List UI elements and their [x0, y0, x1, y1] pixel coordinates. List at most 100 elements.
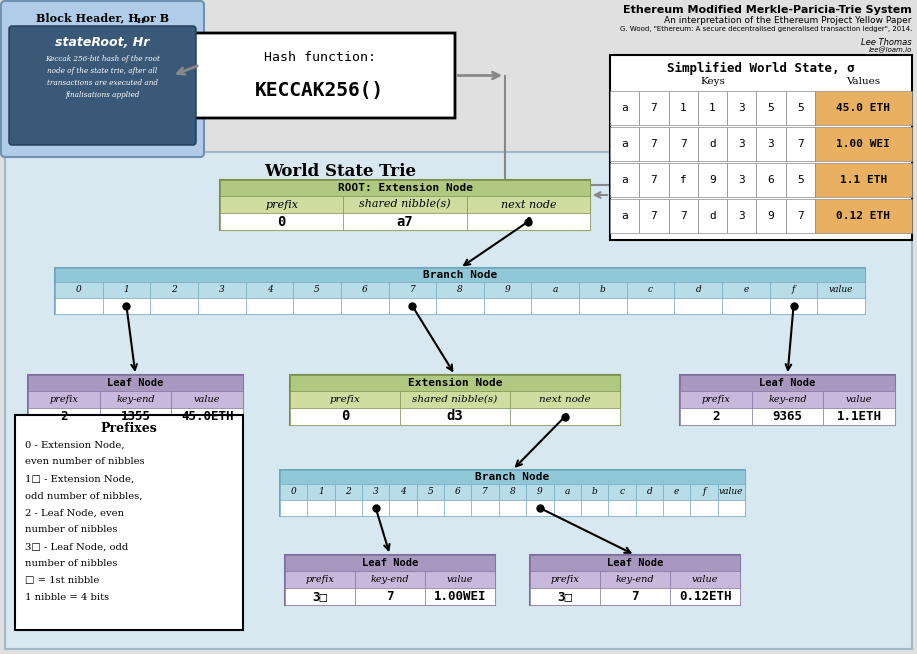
Bar — [343, 213, 467, 230]
Text: 3: 3 — [738, 139, 746, 149]
Text: 3: 3 — [373, 487, 379, 496]
Text: An interpretation of the Ethereum Project Yellow Paper: An interpretation of the Ethereum Projec… — [665, 16, 912, 25]
Text: a: a — [622, 211, 628, 221]
Bar — [198, 298, 246, 314]
Text: e: e — [743, 286, 748, 294]
Text: key-end: key-end — [615, 575, 655, 584]
Bar — [436, 282, 484, 298]
Bar — [28, 375, 243, 391]
Bar — [103, 298, 150, 314]
Bar — [823, 408, 895, 425]
Text: Hash function:: Hash function: — [264, 51, 376, 64]
Bar — [285, 571, 355, 588]
Bar — [15, 415, 243, 630]
Text: 5: 5 — [797, 175, 803, 185]
Bar — [698, 163, 727, 197]
Text: 6: 6 — [768, 175, 775, 185]
Bar — [103, 282, 150, 298]
Text: 4: 4 — [400, 487, 406, 496]
Text: Simplified World State, σ: Simplified World State, σ — [668, 61, 855, 75]
Bar — [817, 282, 865, 298]
Bar — [290, 408, 400, 425]
Text: 1355: 1355 — [120, 410, 150, 423]
Text: 2: 2 — [171, 286, 177, 294]
Bar — [526, 500, 554, 516]
Text: 5: 5 — [315, 286, 320, 294]
Text: 1.00WEI: 1.00WEI — [434, 590, 486, 603]
Bar — [335, 484, 362, 500]
Bar — [757, 127, 786, 161]
Bar — [484, 298, 532, 314]
Polygon shape — [170, 33, 455, 118]
Bar — [343, 196, 467, 213]
Text: ROOT: Extension Node: ROOT: Extension Node — [337, 183, 472, 193]
Bar — [198, 282, 246, 298]
Text: 9: 9 — [768, 211, 775, 221]
Bar — [280, 470, 745, 484]
Bar — [55, 298, 103, 314]
Bar — [610, 55, 912, 240]
Text: 0: 0 — [341, 409, 349, 424]
Bar — [499, 484, 526, 500]
Text: 1.00 WEI: 1.00 WEI — [836, 139, 890, 149]
Bar — [600, 588, 670, 605]
Text: f: f — [679, 175, 687, 185]
Bar — [28, 375, 243, 425]
Text: next node: next node — [501, 199, 556, 209]
Bar — [554, 500, 580, 516]
Text: odd number of nibbles,: odd number of nibbles, — [25, 492, 142, 500]
Text: 7: 7 — [386, 590, 393, 603]
Bar — [639, 163, 668, 197]
Bar — [668, 127, 698, 161]
Bar — [668, 163, 698, 197]
Text: 7: 7 — [482, 487, 488, 496]
Bar — [150, 282, 198, 298]
Bar — [727, 199, 757, 233]
Bar — [757, 199, 786, 233]
Text: b: b — [591, 487, 598, 496]
Text: 3: 3 — [738, 211, 746, 221]
Text: shared nibble(s): shared nibble(s) — [413, 395, 498, 404]
Bar — [610, 127, 639, 161]
Text: value: value — [691, 575, 718, 584]
Text: Values: Values — [846, 78, 880, 86]
Bar — [698, 127, 727, 161]
Bar — [786, 199, 815, 233]
Bar — [307, 500, 335, 516]
Text: 8: 8 — [510, 487, 515, 496]
Text: Block Header, H or B: Block Header, H or B — [36, 12, 169, 24]
Text: Ethereum Modified Merkle-Paricia-Trie System: Ethereum Modified Merkle-Paricia-Trie Sy… — [624, 5, 912, 15]
Bar — [280, 470, 745, 516]
Text: c: c — [619, 487, 624, 496]
Bar — [698, 91, 727, 125]
Bar — [757, 163, 786, 197]
Bar — [341, 282, 389, 298]
Text: a: a — [622, 139, 628, 149]
Bar — [815, 127, 912, 161]
Text: 1□ - Extension Node,: 1□ - Extension Node, — [25, 475, 134, 483]
Bar — [639, 199, 668, 233]
Text: prefix: prefix — [265, 199, 298, 209]
Text: 1: 1 — [679, 103, 687, 113]
Bar — [220, 196, 343, 213]
Text: Keys: Keys — [700, 78, 725, 86]
Bar — [610, 199, 639, 233]
Bar — [425, 588, 495, 605]
Bar — [815, 91, 912, 125]
Text: •: • — [525, 215, 533, 228]
Bar — [680, 375, 895, 391]
Text: 7: 7 — [410, 286, 415, 294]
Text: Leaf Node: Leaf Node — [107, 378, 163, 388]
Text: stateRoot, Hr: stateRoot, Hr — [55, 37, 149, 50]
Bar — [580, 282, 626, 298]
Text: d: d — [709, 139, 716, 149]
Text: 5: 5 — [768, 103, 775, 113]
Bar — [610, 91, 639, 125]
Text: value: value — [829, 286, 854, 294]
Bar — [610, 163, 639, 197]
Text: 3: 3 — [768, 139, 775, 149]
Bar — [532, 298, 580, 314]
Bar — [757, 91, 786, 125]
Text: 5: 5 — [427, 487, 434, 496]
Bar — [220, 180, 590, 230]
